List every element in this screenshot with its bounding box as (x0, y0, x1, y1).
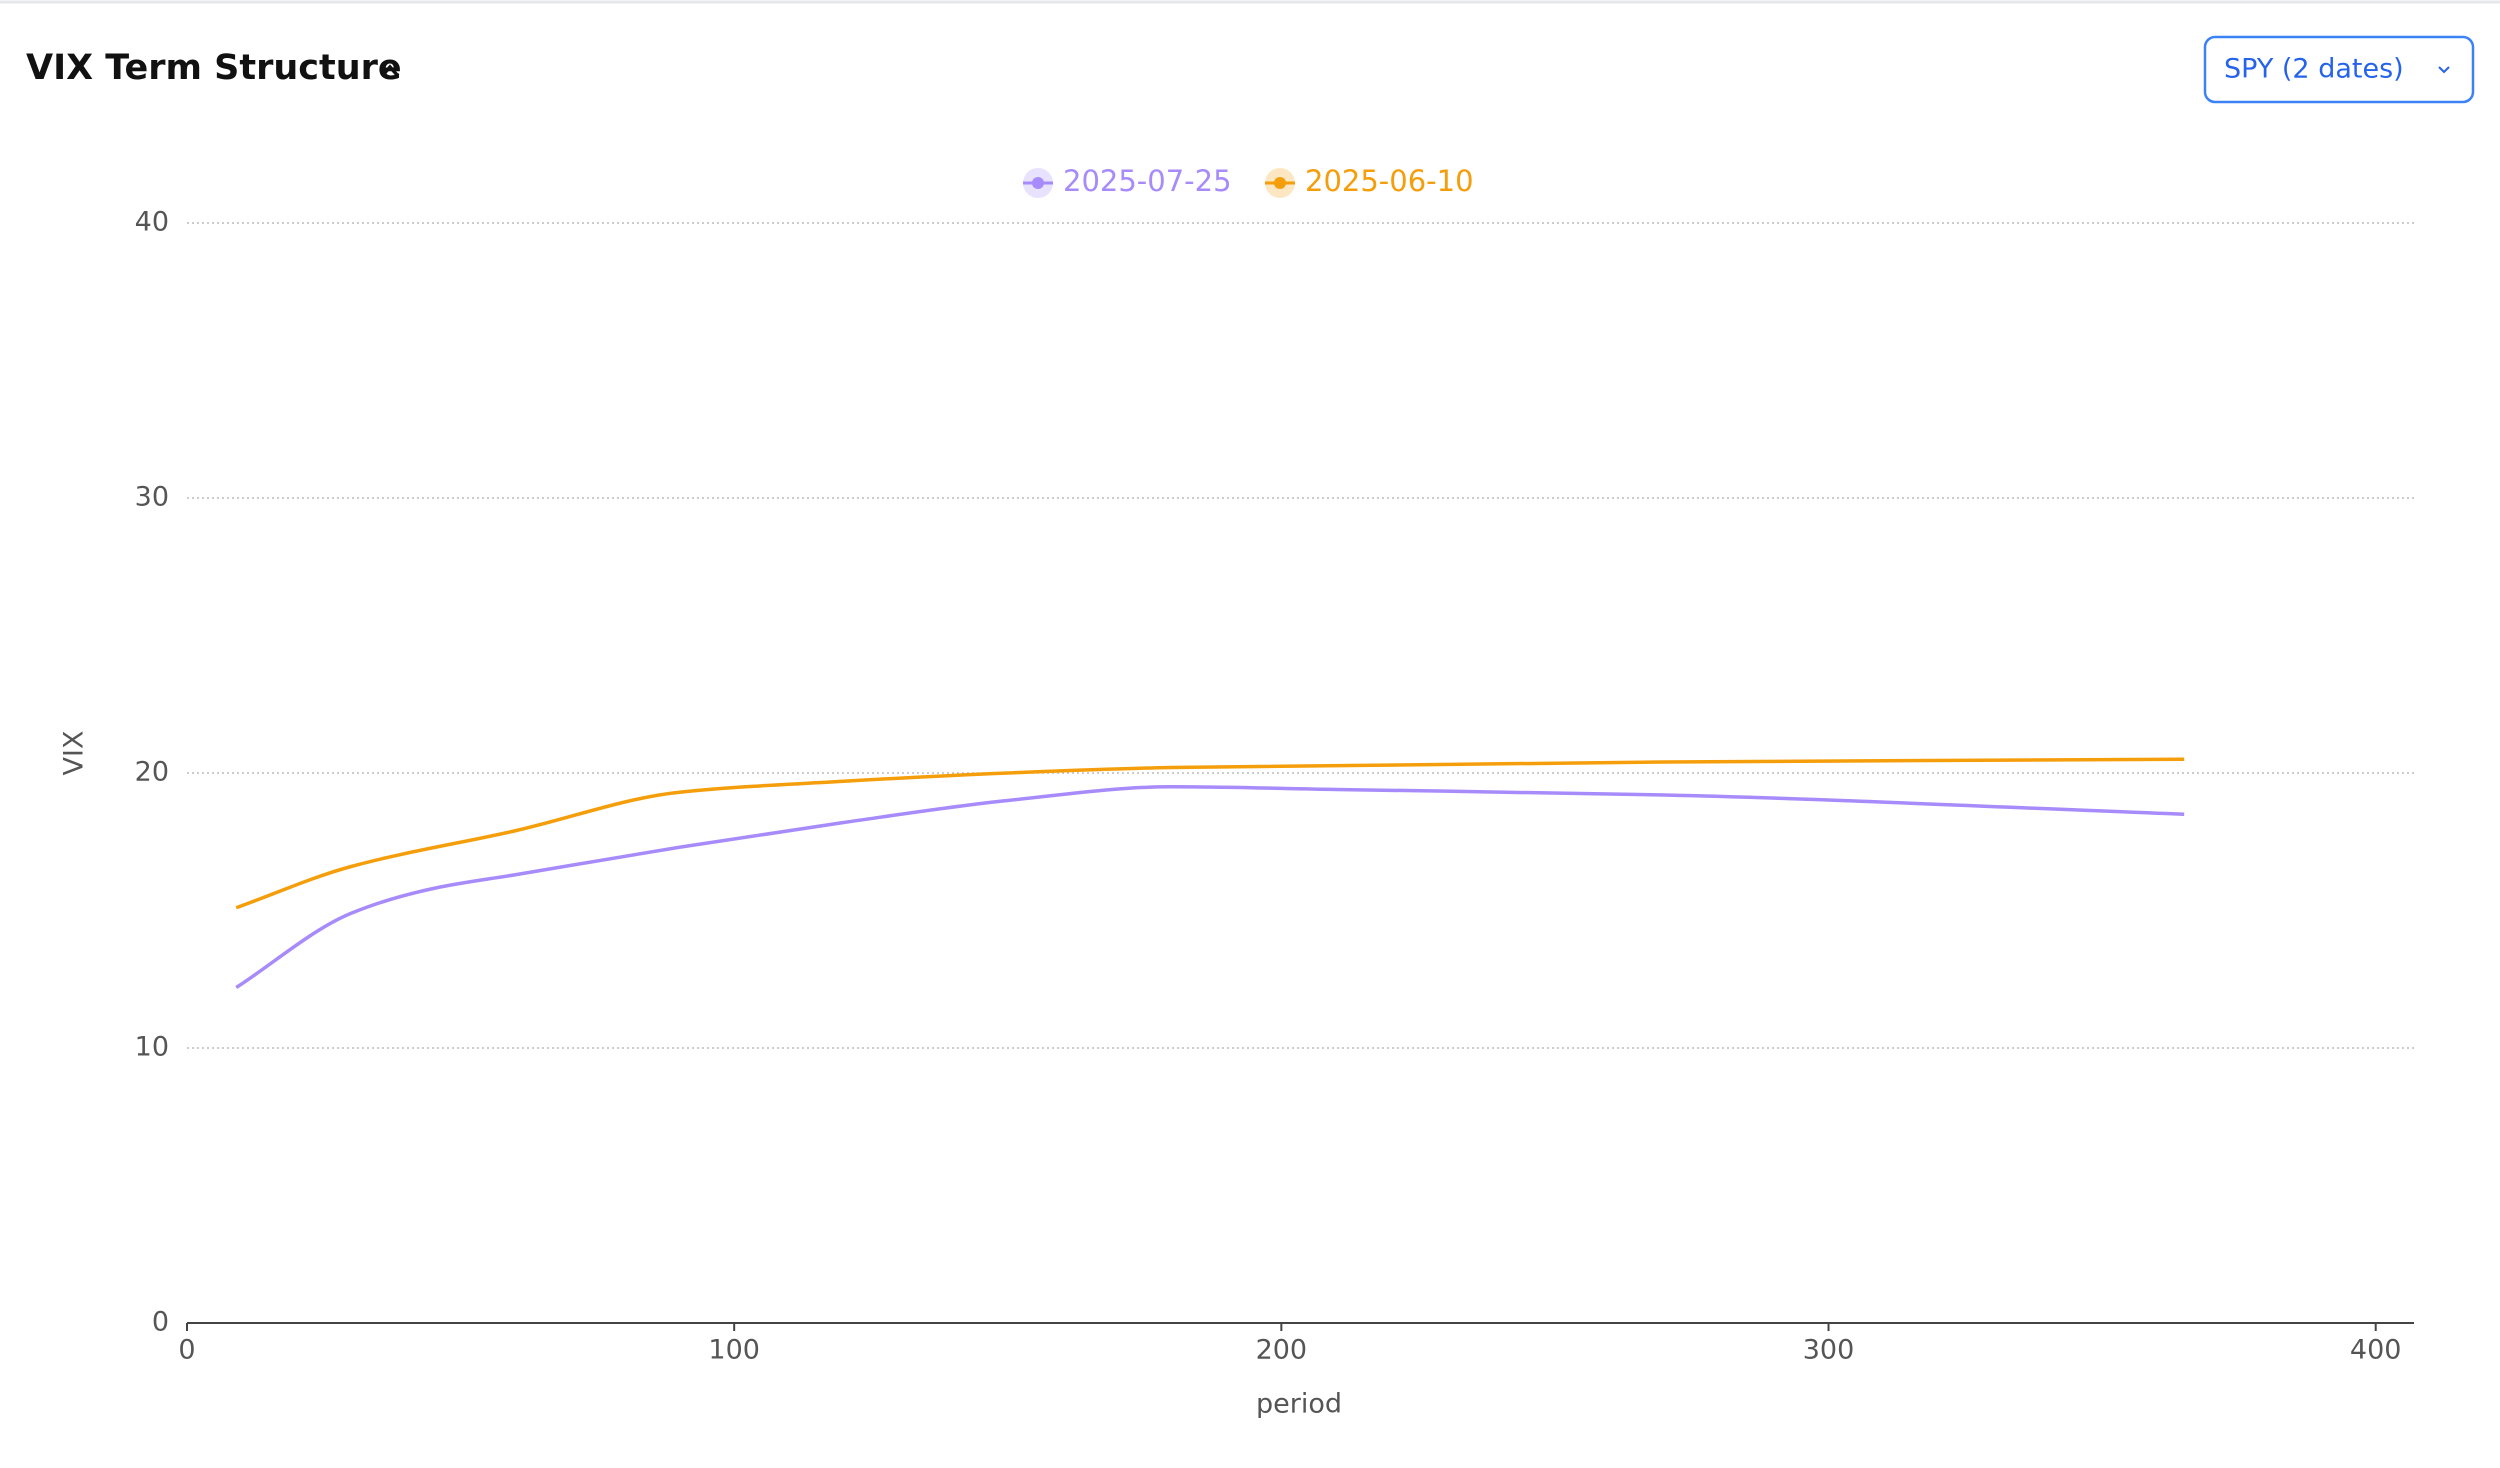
ticker-dropdown[interactable]: SPY (2 dates) (2203, 35, 2475, 104)
series-line (235, 757, 2185, 910)
dropdown-label[interactable]: SPY (2 dates) (2224, 54, 2404, 85)
legend-label[interactable]: 2025-06-10 (1305, 164, 1474, 198)
x-tick-label: 100 (708, 1335, 760, 1366)
x-tick-label: 400 (2350, 1335, 2402, 1366)
y-tick-label: 40 (135, 207, 169, 238)
panel-title: VIX Term Structure (26, 48, 402, 88)
legend-dot[interactable] (1032, 177, 1044, 189)
dropdown-box[interactable] (2203, 35, 2475, 104)
chevron-down[interactable] (2438, 66, 2450, 74)
y-axis-label: VIX (59, 731, 90, 776)
x-axis-label: period (1256, 1389, 1342, 1420)
y-tick-label: 0 (152, 1307, 169, 1338)
legend-dot[interactable] (1274, 177, 1286, 189)
chevron-up[interactable] (380, 64, 400, 78)
x-tick-label: 300 (1803, 1335, 1855, 1366)
collapse-toggle[interactable] (380, 64, 400, 78)
y-tick-label: 10 (135, 1032, 169, 1063)
y-tick-label: 30 (135, 482, 169, 513)
x-tick-label: 200 (1256, 1335, 1308, 1366)
y-tick-label: 20 (135, 757, 169, 788)
series-line (235, 784, 2185, 989)
x-tick-label: 0 (178, 1335, 195, 1366)
legend-label[interactable]: 2025-07-25 (1063, 164, 1232, 198)
